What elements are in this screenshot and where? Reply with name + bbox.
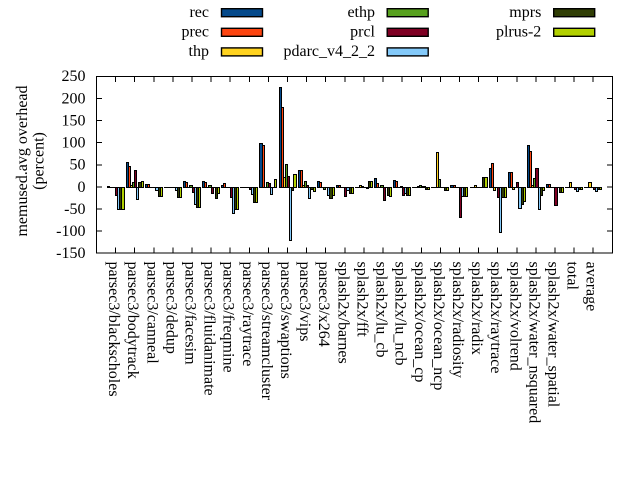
svg-text:(percent): (percent): [31, 132, 48, 190]
svg-text:parsec3/swaptions: parsec3/swaptions: [277, 262, 294, 379]
svg-text:splash2x/radix: splash2x/radix: [468, 262, 485, 355]
svg-text:parsec3/bodytrack: parsec3/bodytrack: [124, 262, 141, 379]
svg-text:parsec3/vips: parsec3/vips: [296, 262, 313, 342]
svg-text:splash2x/fft: splash2x/fft: [353, 262, 370, 338]
svg-text:plrus-2: plrus-2: [496, 24, 541, 41]
svg-text:50: 50: [70, 157, 86, 174]
svg-text:splash2x/ocean_cp: splash2x/ocean_cp: [411, 262, 428, 383]
svg-text:prcl: prcl: [350, 24, 375, 41]
svg-text:parsec3/fluidanimate: parsec3/fluidanimate: [201, 262, 218, 396]
svg-text:parsec3/blackscholes: parsec3/blackscholes: [105, 262, 122, 397]
svg-text:150: 150: [62, 112, 86, 129]
svg-text:average: average: [583, 262, 600, 312]
svg-text:total: total: [564, 262, 581, 291]
svg-text:-50: -50: [64, 201, 85, 218]
svg-text:parsec3/x264: parsec3/x264: [315, 262, 332, 347]
svg-text:200: 200: [62, 90, 86, 107]
svg-text:parsec3/freqmine: parsec3/freqmine: [220, 262, 237, 373]
svg-text:-150: -150: [56, 245, 85, 262]
svg-text:parsec3/facesim: parsec3/facesim: [182, 262, 199, 366]
svg-text:prec: prec: [181, 24, 209, 41]
svg-text:-100: -100: [56, 223, 85, 240]
svg-text:splash2x/ocean_ncp: splash2x/ocean_ncp: [430, 262, 447, 391]
svg-text:mprs: mprs: [509, 4, 541, 21]
svg-text:parsec3/raytrace: parsec3/raytrace: [239, 262, 256, 367]
svg-text:splash2x/barnes: splash2x/barnes: [334, 262, 351, 364]
svg-text:ethp: ethp: [347, 4, 375, 21]
svg-text:parsec3/canneal: parsec3/canneal: [143, 262, 160, 365]
svg-text:splash2x/water_nsquared: splash2x/water_nsquared: [525, 262, 542, 424]
svg-text:thp: thp: [189, 43, 209, 60]
svg-text:splash2x/volrend: splash2x/volrend: [506, 262, 523, 371]
svg-text:rec: rec: [189, 4, 209, 21]
svg-text:250: 250: [62, 68, 86, 85]
svg-text:0: 0: [78, 179, 86, 196]
svg-text:splash2x/radiosity: splash2x/radiosity: [449, 262, 466, 378]
svg-text:parsec3/streamcluster: parsec3/streamcluster: [258, 262, 275, 401]
svg-text:pdarc_v4_2_2: pdarc_v4_2_2: [283, 43, 375, 60]
svg-text:splash2x/lu_cb: splash2x/lu_cb: [373, 262, 390, 358]
svg-text:splash2x/water_spatial: splash2x/water_spatial: [544, 262, 561, 408]
svg-text:parsec3/dedup: parsec3/dedup: [162, 262, 179, 354]
svg-text:memused.avg overhead: memused.avg overhead: [14, 85, 31, 236]
svg-text:100: 100: [62, 135, 86, 152]
svg-text:splash2x/raytrace: splash2x/raytrace: [487, 262, 504, 374]
svg-text:splash2x/lu_ncb: splash2x/lu_ncb: [392, 262, 409, 366]
